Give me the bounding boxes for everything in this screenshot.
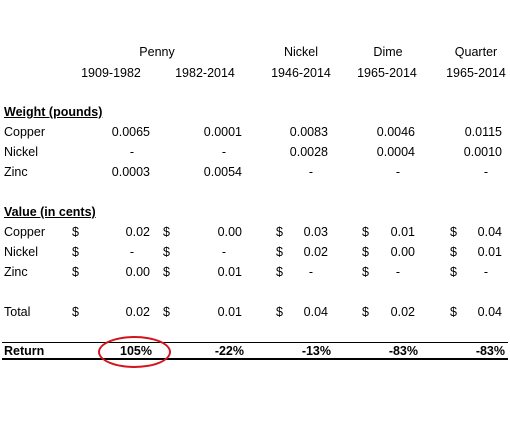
cell: 0.00 bbox=[390, 245, 415, 259]
currency-symbol: $ bbox=[163, 305, 170, 319]
cell: - bbox=[395, 265, 401, 279]
cell: - bbox=[129, 145, 135, 159]
row-label: Zinc bbox=[4, 265, 28, 279]
header-quarter: Quarter bbox=[454, 45, 498, 59]
cell: 0.01 bbox=[390, 225, 415, 239]
currency-symbol: $ bbox=[72, 245, 79, 259]
year-header: 1909-1982 bbox=[81, 66, 141, 80]
total-cell: 0.04 bbox=[303, 305, 328, 319]
currency-symbol: $ bbox=[72, 305, 79, 319]
currency-symbol: $ bbox=[276, 305, 283, 319]
currency-symbol: $ bbox=[450, 245, 457, 259]
currency-symbol: $ bbox=[362, 265, 369, 279]
row-label: Copper bbox=[4, 125, 45, 139]
cell: - bbox=[483, 165, 489, 179]
cell: 0.02 bbox=[303, 245, 328, 259]
row-label: Zinc bbox=[4, 165, 28, 179]
total-cell: 0.02 bbox=[125, 305, 150, 319]
header-dime: Dime bbox=[373, 45, 403, 59]
cell: 0.00 bbox=[217, 225, 242, 239]
year-header: 1965-2014 bbox=[357, 66, 417, 80]
currency-symbol: $ bbox=[72, 225, 79, 239]
cell: 0.0115 bbox=[464, 125, 502, 139]
return-cell: -22% bbox=[214, 344, 244, 358]
cell: - bbox=[483, 265, 489, 279]
highlight-circle bbox=[98, 336, 171, 368]
total-cell: 0.02 bbox=[390, 305, 415, 319]
total-label: Total bbox=[4, 305, 31, 319]
currency-symbol: $ bbox=[163, 245, 170, 259]
cell: 0.0054 bbox=[203, 165, 242, 179]
header-nickel: Nickel bbox=[283, 45, 319, 59]
cell: 0.01 bbox=[477, 245, 502, 259]
row-label: Nickel bbox=[4, 145, 39, 159]
cell: 0.0065 bbox=[111, 125, 150, 139]
cell: 0.0046 bbox=[376, 125, 415, 139]
value-section-title: Value (in cents) bbox=[4, 205, 96, 219]
currency-symbol: $ bbox=[276, 265, 283, 279]
cell: - bbox=[221, 145, 227, 159]
cell: - bbox=[129, 245, 135, 259]
total-cell: 0.01 bbox=[217, 305, 242, 319]
currency-symbol: $ bbox=[163, 225, 170, 239]
total-cell: 0.04 bbox=[477, 305, 502, 319]
currency-symbol: $ bbox=[276, 225, 283, 239]
cell: - bbox=[395, 165, 401, 179]
header-penny: Penny bbox=[139, 45, 175, 59]
year-header: 1965-2014 bbox=[446, 66, 506, 80]
cell: - bbox=[221, 245, 227, 259]
currency-symbol: $ bbox=[450, 305, 457, 319]
return-cell: -83% bbox=[475, 344, 505, 358]
currency-symbol: $ bbox=[163, 265, 170, 279]
return-cell: -13% bbox=[301, 344, 331, 358]
currency-symbol: $ bbox=[276, 245, 283, 259]
return-row-border bbox=[2, 342, 508, 360]
year-header: 1946-2014 bbox=[271, 66, 331, 80]
currency-symbol: $ bbox=[362, 305, 369, 319]
cell: - bbox=[308, 265, 314, 279]
cell: 0.0083 bbox=[289, 125, 328, 139]
cell: 0.01 bbox=[217, 265, 242, 279]
cell: 0.0010 bbox=[463, 145, 502, 159]
cell: 0.0028 bbox=[289, 145, 328, 159]
row-label: Copper bbox=[4, 225, 45, 239]
weight-section-title: Weight (pounds) bbox=[4, 105, 103, 119]
cell: 0.04 bbox=[477, 225, 502, 239]
cell: - bbox=[308, 165, 314, 179]
row-label: Nickel bbox=[4, 245, 39, 259]
cell: 0.0003 bbox=[111, 165, 150, 179]
cell: 0.00 bbox=[125, 265, 150, 279]
return-cell: -83% bbox=[388, 344, 418, 358]
currency-symbol: $ bbox=[72, 265, 79, 279]
currency-symbol: $ bbox=[450, 225, 457, 239]
cell: 0.0001 bbox=[203, 125, 242, 139]
cell: 0.03 bbox=[303, 225, 328, 239]
currency-symbol: $ bbox=[450, 265, 457, 279]
cell: 0.02 bbox=[125, 225, 150, 239]
return-label: Return bbox=[4, 344, 45, 358]
currency-symbol: $ bbox=[362, 225, 369, 239]
cell: 0.0004 bbox=[376, 145, 415, 159]
currency-symbol: $ bbox=[362, 245, 369, 259]
year-header: 1982-2014 bbox=[175, 66, 235, 80]
